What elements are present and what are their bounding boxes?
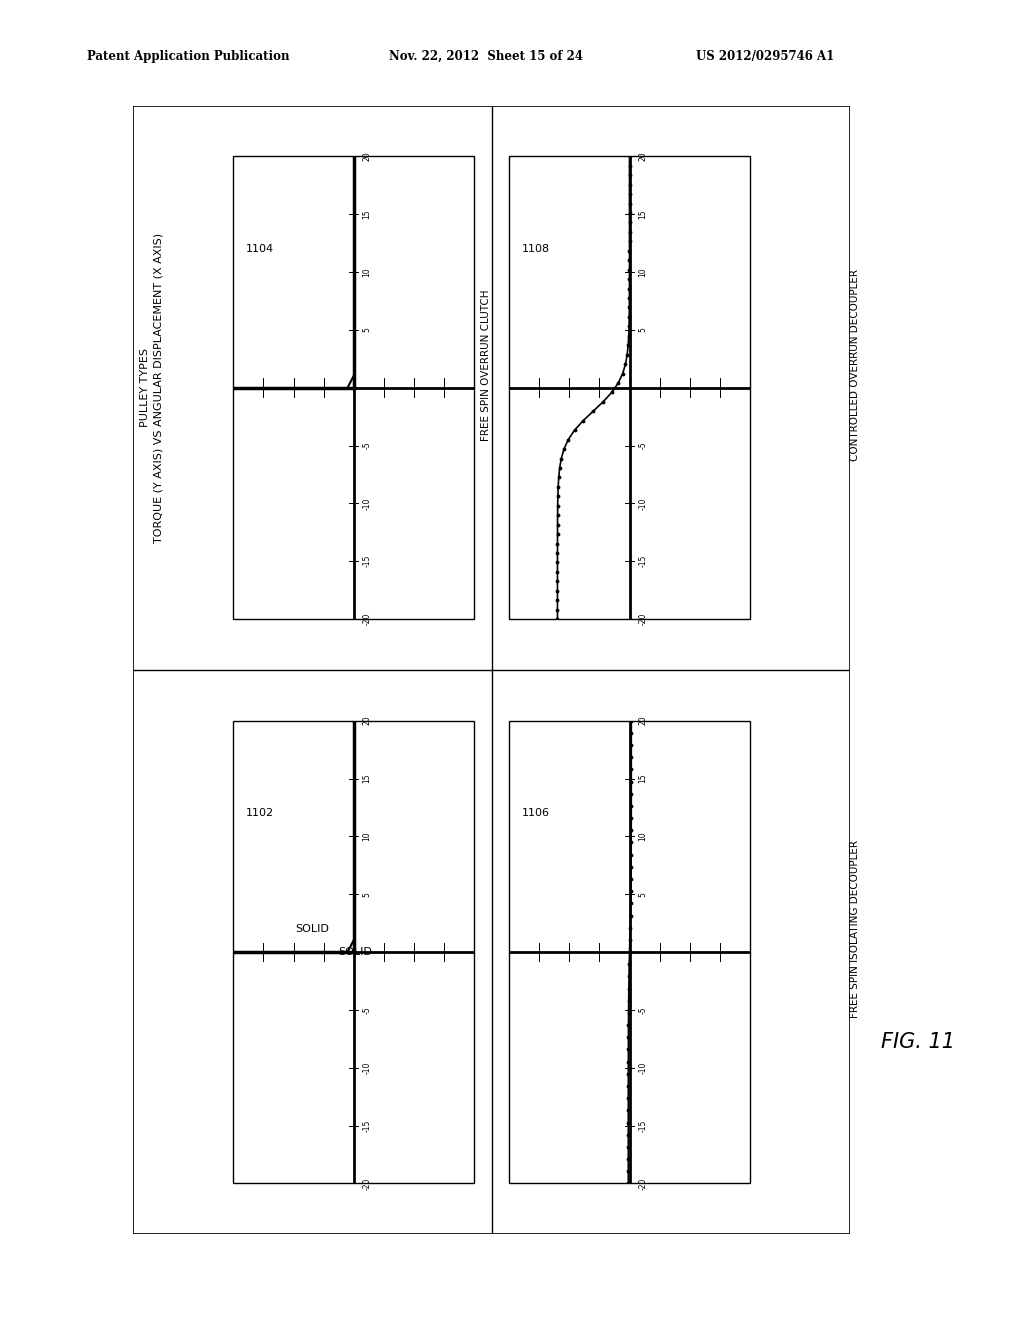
Text: -15: -15: [639, 556, 647, 568]
Text: 5: 5: [362, 892, 372, 896]
Text: 5: 5: [362, 327, 372, 333]
Text: -20: -20: [362, 1177, 372, 1189]
Text: 15: 15: [639, 210, 647, 219]
Text: -5: -5: [362, 1006, 372, 1014]
Text: Patent Application Publication: Patent Application Publication: [87, 50, 290, 63]
Text: 1108: 1108: [521, 244, 550, 253]
Text: 1102: 1102: [246, 808, 273, 818]
Text: 5: 5: [639, 327, 647, 333]
Text: PULLEY TYPES: PULLEY TYPES: [140, 348, 151, 428]
Text: 15: 15: [362, 210, 372, 219]
Text: 20: 20: [639, 715, 647, 726]
Text: 20: 20: [639, 152, 647, 161]
Text: CONTROLLED OVERRUN DECOUPLER: CONTROLLED OVERRUN DECOUPLER: [850, 269, 860, 461]
Text: US 2012/0295746 A1: US 2012/0295746 A1: [696, 50, 835, 63]
Text: 5: 5: [639, 892, 647, 896]
Text: -10: -10: [639, 1061, 647, 1074]
Text: FREE SPIN ISOLATING DECOUPLER: FREE SPIN ISOLATING DECOUPLER: [850, 841, 860, 1019]
Text: -20: -20: [639, 1177, 647, 1189]
Text: -10: -10: [639, 498, 647, 510]
Text: -5: -5: [639, 442, 647, 449]
Text: TORQUE (Y AXIS) VS ANGULAR DISPLACEMENT (X AXIS): TORQUE (Y AXIS) VS ANGULAR DISPLACEMENT …: [154, 232, 164, 543]
Text: -20: -20: [639, 612, 647, 626]
Text: 10: 10: [362, 832, 372, 841]
Text: 15: 15: [362, 774, 372, 783]
Text: -5: -5: [639, 1006, 647, 1014]
Text: FREE SPIN OVERRUN CLUTCH: FREE SPIN OVERRUN CLUTCH: [481, 289, 492, 441]
Text: Nov. 22, 2012  Sheet 15 of 24: Nov. 22, 2012 Sheet 15 of 24: [389, 50, 583, 63]
Text: -15: -15: [639, 1119, 647, 1131]
Text: 10: 10: [639, 832, 647, 841]
Text: 1106: 1106: [521, 808, 550, 818]
Text: -15: -15: [362, 556, 372, 568]
Text: 20: 20: [362, 152, 372, 161]
Text: -15: -15: [362, 1119, 372, 1131]
Text: 10: 10: [639, 267, 647, 277]
Text: FIG. 11: FIG. 11: [881, 1032, 954, 1052]
Text: 15: 15: [639, 774, 647, 783]
Text: SOLID: SOLID: [338, 946, 373, 957]
Text: -10: -10: [362, 1061, 372, 1074]
Text: 20: 20: [362, 715, 372, 726]
Text: 1104: 1104: [246, 244, 273, 253]
Text: -10: -10: [362, 498, 372, 510]
Text: -5: -5: [362, 442, 372, 449]
Text: -20: -20: [362, 612, 372, 626]
Text: 10: 10: [362, 267, 372, 277]
Text: SOLID: SOLID: [295, 924, 330, 935]
